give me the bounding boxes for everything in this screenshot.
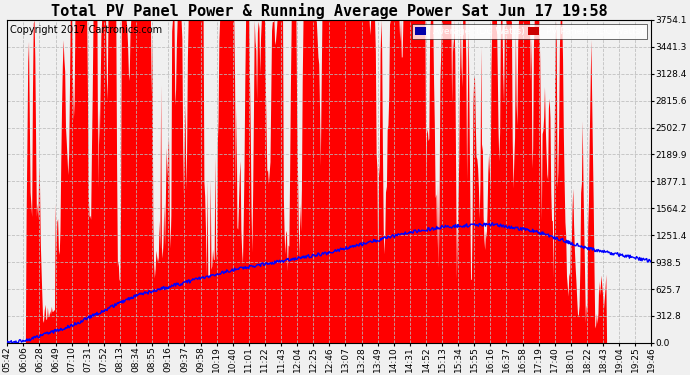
Legend: Average  (DC Watts), PV Panels  (DC Watts): Average (DC Watts), PV Panels (DC Watts) <box>413 24 647 39</box>
Title: Total PV Panel Power & Running Average Power Sat Jun 17 19:58: Total PV Panel Power & Running Average P… <box>51 3 608 19</box>
Text: Copyright 2017 Cartronics.com: Copyright 2017 Cartronics.com <box>10 25 163 35</box>
